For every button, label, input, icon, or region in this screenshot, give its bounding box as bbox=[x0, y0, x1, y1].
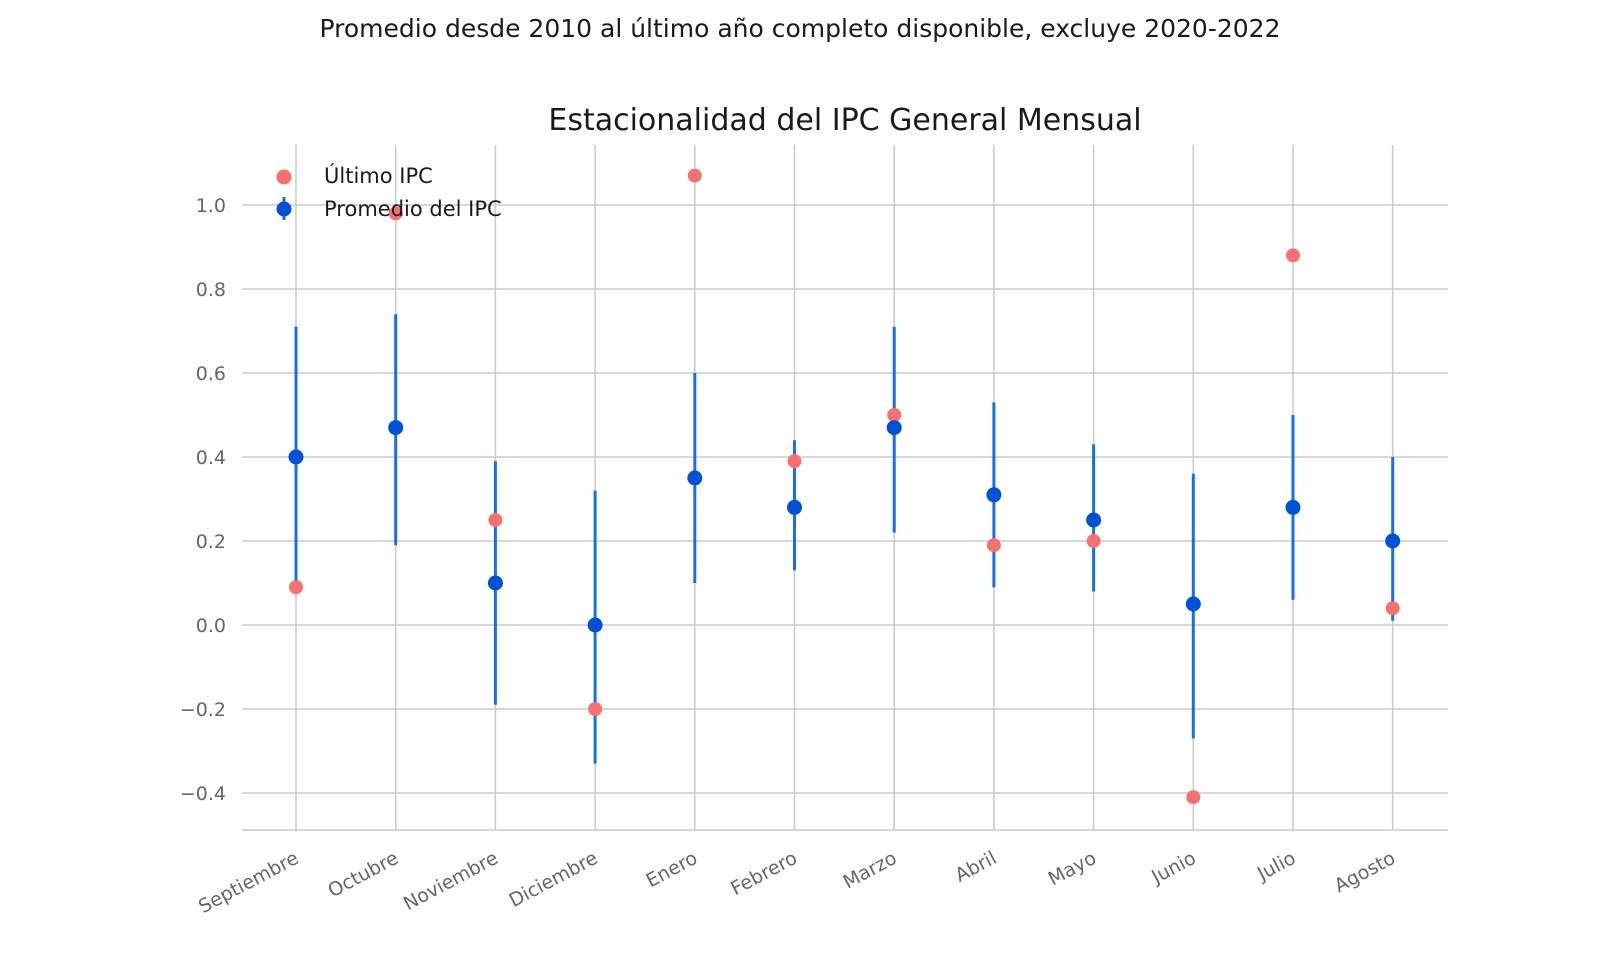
x-tick-label: Mayo bbox=[1045, 847, 1100, 890]
x-tick-label: Abril bbox=[952, 847, 1001, 887]
y-tick-label: 0.4 bbox=[196, 447, 226, 469]
y-tick-label: −0.4 bbox=[180, 783, 226, 805]
series-ultimo-ipc bbox=[289, 168, 1400, 805]
promedio-ipc-point bbox=[487, 575, 503, 591]
ultimo-ipc-point bbox=[488, 513, 503, 527]
x-tick-label: Septiembre bbox=[195, 847, 302, 918]
x-tick-label: Enero bbox=[642, 847, 701, 892]
ultimo-ipc-point bbox=[588, 702, 603, 716]
legend-ultimo-marker bbox=[276, 169, 292, 185]
chart-title: Estacionalidad del IPC General Mensual bbox=[548, 103, 1141, 138]
ultimo-ipc-point bbox=[289, 580, 303, 595]
promedio-ipc-point bbox=[687, 470, 703, 486]
x-tick-label: Diciembre bbox=[505, 847, 601, 912]
promedio-ipc-point bbox=[1285, 499, 1301, 515]
promedio-ipc-point bbox=[587, 617, 603, 633]
ultimo-ipc-point bbox=[1086, 534, 1101, 548]
grid bbox=[242, 145, 1448, 830]
ultimo-ipc-point bbox=[687, 168, 702, 183]
promedio-ipc-point bbox=[1086, 512, 1102, 528]
y-tick-label: 0.6 bbox=[196, 363, 226, 385]
ultimo-ipc-point bbox=[1286, 248, 1300, 263]
y-tick-label: −0.2 bbox=[180, 699, 226, 721]
y-tick-label: 0.8 bbox=[196, 279, 226, 301]
legend-ultimo-label: Último IPC bbox=[324, 163, 433, 188]
x-tick-label: Octubre bbox=[325, 847, 402, 902]
promedio-ipc-point bbox=[986, 487, 1002, 503]
x-tick-label: Febrero bbox=[727, 847, 801, 900]
legend-promedio-label: Promedio del IPC bbox=[324, 197, 502, 221]
ultimo-ipc-point bbox=[388, 206, 403, 221]
y-tick-label: 0.2 bbox=[196, 531, 226, 553]
promedio-ipc-point bbox=[288, 449, 304, 465]
legend: Último IPC Promedio del IPC bbox=[276, 163, 502, 221]
y-axis-ticks: −0.4 −0.2 0.0 0.2 0.4 0.6 0.8 1.0 bbox=[180, 195, 226, 805]
figure-suptitle: Promedio desde 2010 al último año comple… bbox=[319, 14, 1281, 43]
ultimo-ipc-point bbox=[1385, 601, 1400, 616]
ultimo-ipc-point bbox=[1186, 790, 1201, 805]
y-tick-label: 1.0 bbox=[196, 195, 226, 217]
series-promedio-ipc bbox=[288, 420, 1401, 633]
promedio-ipc-point bbox=[787, 499, 802, 515]
x-tick-label: Marzo bbox=[839, 847, 900, 893]
promedio-ipc-point bbox=[886, 420, 902, 436]
legend-promedio-marker bbox=[276, 201, 292, 217]
x-tick-label: Agosto bbox=[1331, 847, 1399, 897]
x-tick-label: Noviembre bbox=[400, 847, 502, 915]
promedio-ipc-point bbox=[1385, 533, 1401, 549]
error-bars bbox=[294, 314, 1395, 764]
ultimo-ipc-point bbox=[887, 408, 902, 422]
ultimo-ipc-point bbox=[787, 454, 802, 469]
x-tick-label: Julio bbox=[1253, 847, 1299, 886]
y-tick-label: 0.0 bbox=[196, 615, 226, 637]
promedio-ipc-point bbox=[1185, 596, 1201, 612]
ultimo-ipc-point bbox=[986, 538, 1001, 553]
promedio-ipc-point bbox=[388, 420, 404, 436]
x-tick-label: Junio bbox=[1147, 847, 1199, 889]
